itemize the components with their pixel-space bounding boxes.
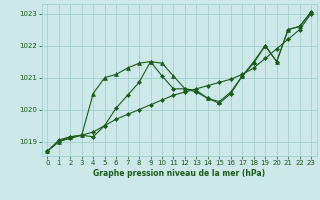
X-axis label: Graphe pression niveau de la mer (hPa): Graphe pression niveau de la mer (hPa)	[93, 169, 265, 178]
